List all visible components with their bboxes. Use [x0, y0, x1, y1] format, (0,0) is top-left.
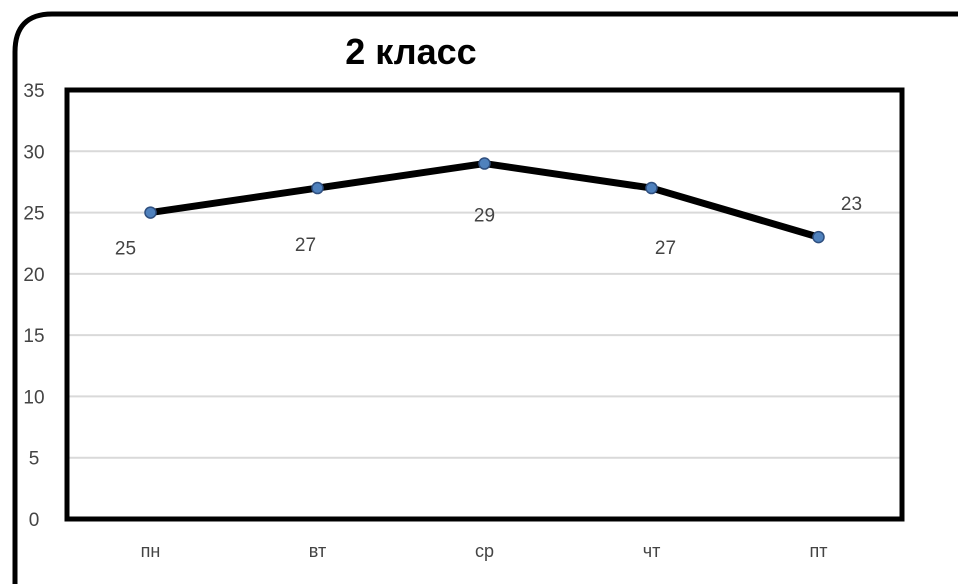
x-axis-ticks: пн вт ср чт пт — [141, 541, 828, 561]
x-tick-label: пн — [141, 541, 161, 561]
data-label: 25 — [115, 239, 136, 260]
data-labels: 25 27 29 27 23 — [115, 194, 862, 259]
data-point — [812, 230, 825, 244]
x-tick-label: пт — [810, 541, 828, 561]
data-point — [478, 157, 491, 170]
data-label: 29 — [474, 206, 495, 227]
y-tick-label: 20 — [23, 265, 44, 286]
data-point — [311, 181, 324, 195]
y-tick-label: 10 — [23, 387, 44, 408]
y-tick-label: 25 — [23, 204, 44, 225]
series-markers — [144, 157, 825, 244]
y-tick-label: 35 — [23, 81, 44, 102]
data-point — [144, 206, 157, 219]
data-label: 23 — [841, 194, 862, 215]
y-tick-label: 5 — [29, 449, 40, 470]
data-label: 27 — [655, 238, 676, 259]
x-tick-label: чт — [643, 541, 661, 561]
x-tick-label: ср — [475, 541, 494, 561]
data-point — [645, 181, 658, 195]
y-tick-label: 15 — [23, 326, 44, 347]
chart-title: 2 класс — [345, 31, 476, 72]
y-tick-label: 0 — [29, 510, 40, 531]
chart-frame — [12, 11, 958, 584]
x-tick-label: вт — [309, 541, 326, 561]
y-axis-ticks: 0 5 10 15 20 25 30 35 — [23, 81, 44, 531]
plot-area — [64, 87, 905, 522]
grid-lines — [67, 150, 902, 459]
data-label: 27 — [295, 235, 316, 256]
y-tick-label: 30 — [23, 142, 44, 163]
